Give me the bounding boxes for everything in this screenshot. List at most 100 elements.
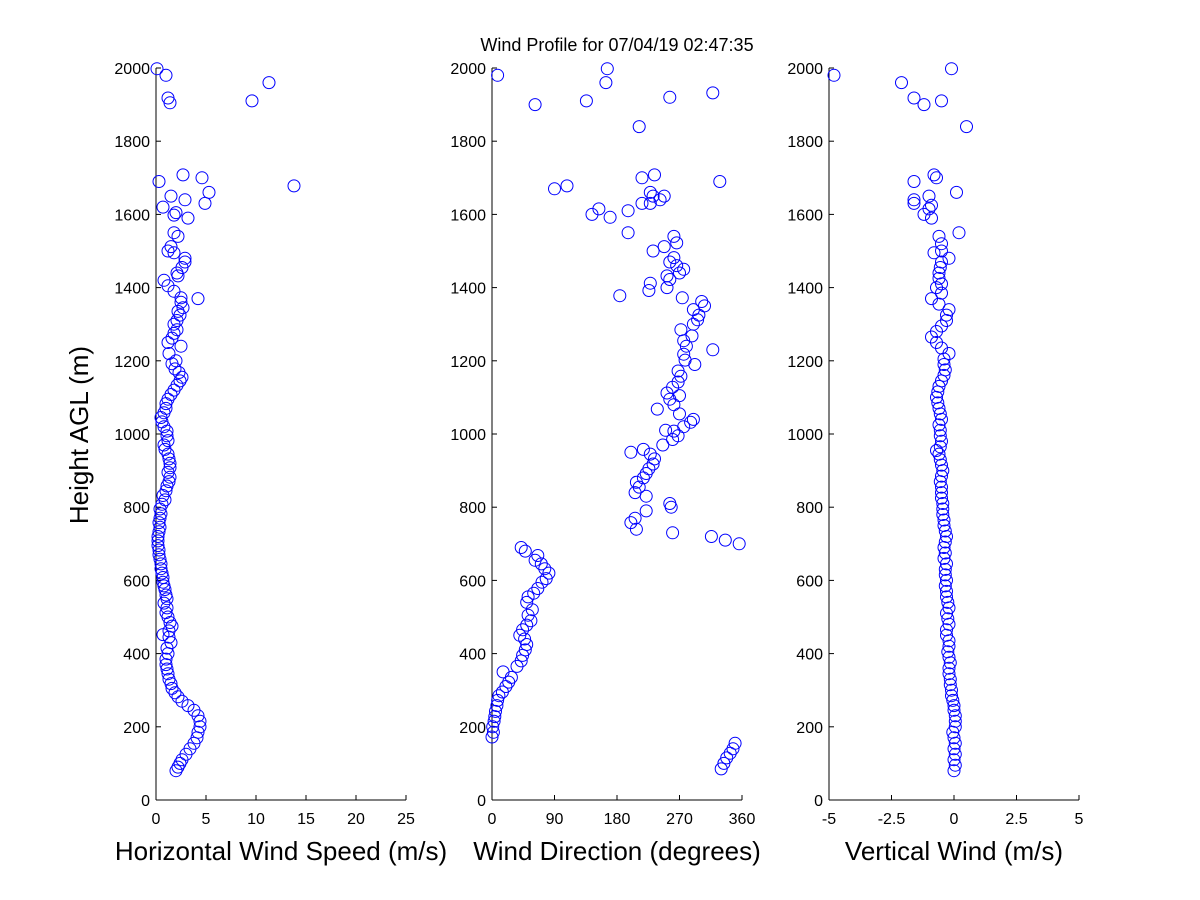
- speed-y-tick-label: 1200: [114, 354, 150, 371]
- direction-data-point: [706, 86, 720, 100]
- direction-data-point: [635, 196, 649, 210]
- vertical-data-point: [942, 667, 956, 681]
- vertical-data-point: [942, 661, 956, 675]
- vertical-data-point: [950, 185, 963, 199]
- direction-data-point: [542, 566, 556, 580]
- speed-data-point: [167, 317, 181, 331]
- speed-data-point: [155, 415, 169, 429]
- vertical-y-tick-label: 1000: [787, 427, 823, 444]
- vertical-data-point: [933, 453, 947, 467]
- speed-data-point: [165, 357, 179, 371]
- vertical-data-point: [936, 497, 950, 510]
- vertical-data-point: [940, 573, 953, 587]
- vertical-data-point: [932, 447, 946, 461]
- speed-data-point: [161, 667, 175, 681]
- direction-data-point: [534, 557, 548, 571]
- direction-data-point: [632, 120, 646, 134]
- vertical-data-point: [942, 650, 956, 664]
- vertical-data-point: [943, 678, 957, 692]
- vertical-data-point: [925, 198, 938, 212]
- speed-data-point: [167, 226, 181, 240]
- vertical-wind-panel: 0 200 400 600 800 1000 1200 1400 1600 1800 2000 -5 -…: [787, 61, 1083, 866]
- speed-y-tick-label: 0: [141, 793, 150, 810]
- direction-data-point: [613, 289, 627, 303]
- speed-x-tick-label: 0: [152, 811, 161, 828]
- speed-data-point: [161, 336, 175, 349]
- speed-data-point: [164, 388, 178, 401]
- vertical-data-point: [941, 612, 955, 626]
- vertical-data-point: [933, 440, 947, 454]
- speed-x-tick-label: 20: [347, 811, 365, 828]
- speed-data-point: [174, 295, 188, 309]
- vertical-data-point: [927, 168, 941, 182]
- vertical-x-tick-label: 2.5: [1005, 811, 1027, 828]
- speed-data-point: [162, 452, 176, 466]
- direction-data-point: [514, 541, 528, 554]
- vertical-data-point: [935, 469, 948, 483]
- vertical-data-point: [930, 281, 943, 295]
- direction-data-point: [636, 442, 650, 456]
- direction-data-point: [538, 562, 552, 576]
- direction-data-point: [732, 537, 746, 551]
- vertical-data-point: [938, 568, 952, 582]
- direction-data-point: [671, 375, 685, 389]
- direction-x-tick-label: 360: [729, 811, 756, 828]
- direction-data-point: [663, 90, 677, 104]
- vertical-y-tick-label: 2000: [787, 61, 823, 78]
- vertical-data-point: [947, 764, 961, 778]
- vertical-data-point: [938, 562, 952, 576]
- speed-data-point: [157, 273, 171, 287]
- direction-data-point: [713, 175, 727, 188]
- direction-data-point: [531, 549, 545, 562]
- speed-data-point: [153, 552, 167, 566]
- direction-x-tick-label: 0: [488, 811, 497, 828]
- direction-data-point: [516, 623, 530, 637]
- direction-data-point: [673, 407, 686, 421]
- speed-data-point: [153, 520, 167, 534]
- direction-data-point: [560, 179, 574, 193]
- vertical-data-point: [935, 486, 948, 500]
- direction-data-point: [548, 182, 561, 196]
- speed-data-point: [150, 62, 164, 76]
- direction-data-point: [698, 299, 711, 313]
- vertical-data-point: [945, 683, 958, 697]
- vertical-y-tick-label: 1800: [787, 134, 823, 151]
- direction-y-tick-label: 600: [459, 573, 486, 590]
- vertical-data-point: [935, 244, 948, 258]
- direction-data-point: [704, 530, 718, 543]
- speed-data-point: [262, 76, 276, 90]
- vertical-data-point: [943, 672, 957, 686]
- direction-data-point: [520, 638, 534, 651]
- direction-data-point: [677, 420, 691, 434]
- direction-data-point: [486, 720, 500, 734]
- speed-data-point: [152, 548, 166, 562]
- speed-data-point: [161, 244, 175, 258]
- direction-data-point: [629, 475, 643, 489]
- vertical-data-point: [938, 524, 952, 538]
- vertical-data-point: [945, 62, 958, 76]
- direction-data-point: [666, 526, 680, 540]
- speed-x-axis-label: Horizontal Wind Speed (m/s): [115, 836, 447, 866]
- direction-data-point: [706, 343, 720, 357]
- direction-data-point: [504, 670, 518, 684]
- speed-data-point: [159, 658, 173, 672]
- speed-data-point: [163, 96, 177, 110]
- direction-data-point: [650, 402, 664, 416]
- speed-data-point: [178, 193, 192, 207]
- speed-data-point: [162, 347, 176, 360]
- speed-data-point: [152, 175, 166, 188]
- vertical-data-point: [937, 519, 951, 532]
- direction-data-point: [621, 204, 635, 218]
- direction-data-point: [678, 353, 692, 367]
- vertical-data-point: [947, 753, 961, 767]
- direction-data-point: [520, 595, 534, 609]
- speed-data-point: [156, 575, 170, 589]
- direction-data-point: [670, 236, 684, 250]
- horizontal-wind-speed-panel: 0 200 400 600 800 1000 1200 1400 1600 1800 2000 0 5 1…: [114, 61, 447, 866]
- speed-data-point: [159, 588, 173, 602]
- direction-data-point: [663, 273, 677, 286]
- vertical-data-point: [947, 731, 961, 745]
- direction-data-point: [531, 582, 545, 595]
- speed-data-point: [163, 456, 177, 470]
- direction-data-point: [492, 689, 506, 703]
